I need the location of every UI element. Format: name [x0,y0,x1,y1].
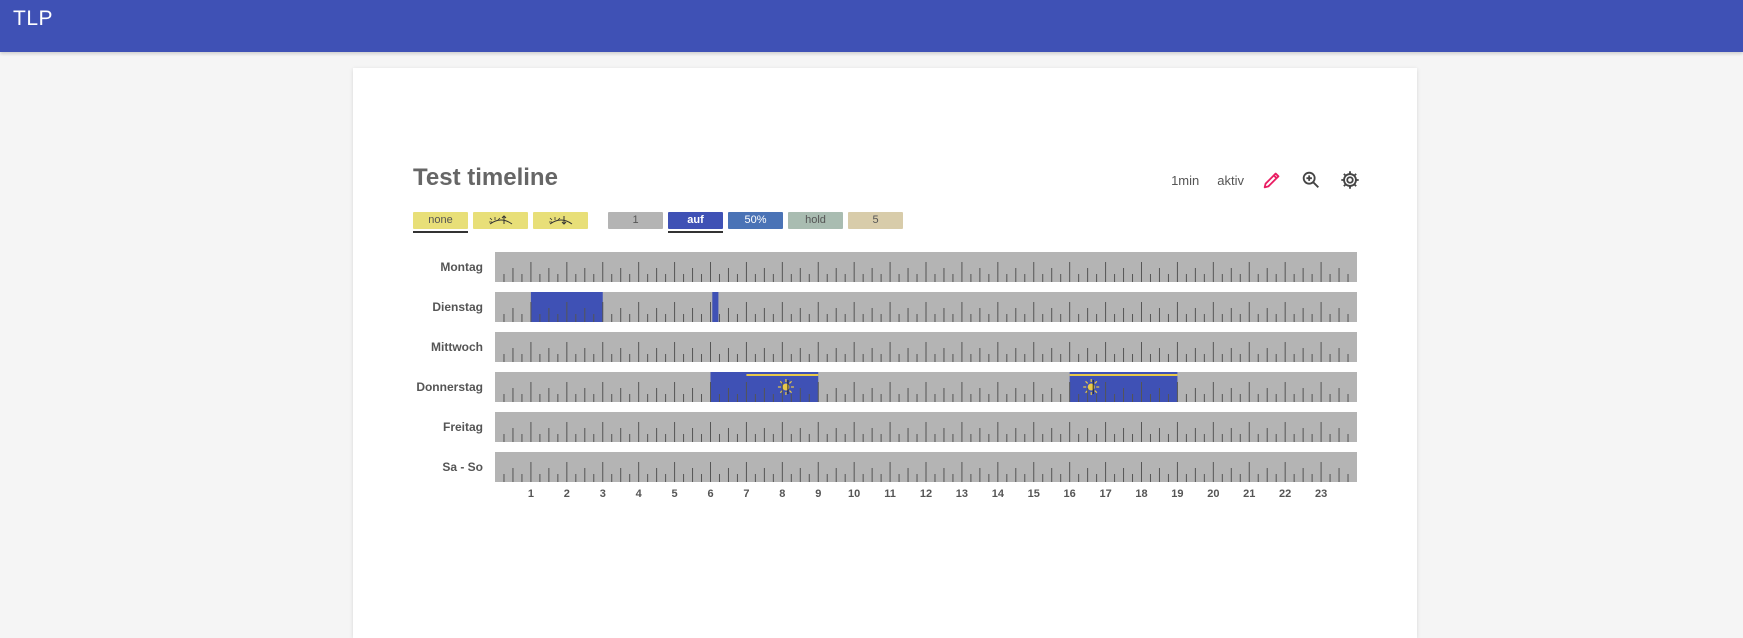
track-canvas [503,262,1349,282]
hour-label: 12 [919,488,933,500]
day-track[interactable] [495,252,1357,282]
chip-auf[interactable]: auf [668,212,723,233]
value-palette: none 1 auf 50% hold 5 [413,212,908,240]
hour-label: 15 [1027,488,1040,500]
hour-label: 1 [527,488,534,500]
day-label: Dienstag [432,300,483,314]
hour-label: 10 [848,488,861,500]
timeline-title: Test timeline [413,164,558,191]
hour-label: 19 [1171,488,1184,500]
hour-label: 20 [1207,488,1220,500]
chip-none[interactable]: none [413,212,468,233]
hour-label: 7 [743,488,750,500]
hour-label: 9 [815,488,822,500]
hour-label: 17 [1099,488,1112,500]
zoom-in-icon[interactable] [1300,169,1322,191]
hour-label: 2 [563,488,570,500]
day-track[interactable] [495,332,1357,362]
day-track[interactable] [495,412,1357,442]
hour-label: 22 [1279,488,1292,500]
resolution-button[interactable]: 1min [1171,172,1200,188]
day-label: Montag [440,260,483,274]
chip-1[interactable]: 1 [608,212,663,229]
hour-label: 13 [955,488,969,500]
pencil-icon[interactable] [1261,169,1283,191]
hour-axis: 1 2 3 4 5 6 7 8 9 10 11 12 13 14 15 16 17 18 19 20 21 22 23 [495,488,1357,504]
app-bar: TLP [0,0,1743,52]
hour-label: 18 [1135,488,1148,500]
hour-label: 3 [599,488,606,500]
day-label: Donnerstag [416,380,483,394]
day-track[interactable] [495,452,1357,482]
app-title: TLP [13,7,54,30]
track-canvas [503,462,1349,482]
chip-hold[interactable]: hold [788,212,843,229]
hour-label: 16 [1063,488,1076,500]
day-label: Sa - So [442,460,483,474]
hour-label: 11 [884,488,896,500]
hour-label: 5 [671,488,678,500]
gear-icon[interactable] [1339,169,1361,191]
hour-label: 23 [1314,488,1328,500]
chip-5[interactable]: 5 [848,212,903,229]
hour-label: 14 [991,488,1004,500]
day-label: Freitag [442,420,483,434]
hour-label: 8 [779,488,786,500]
segment-auf[interactable] [712,292,719,322]
timeline-card: Test timeline 1min aktiv none 1 auf 50% hold… [353,68,1417,638]
hour-label: 6 [707,488,714,500]
status-toggle[interactable]: aktiv [1217,172,1244,188]
sunrise-icon[interactable] [473,212,528,229]
chip-50pct[interactable]: 50% [728,212,783,229]
day-label: Mittwoch [431,340,483,354]
track-canvas [503,342,1349,362]
track-canvas [503,372,1349,402]
timeline-toolbar: 1min aktiv [1153,168,1361,192]
sun-range-bar [1069,374,1178,376]
track-canvas [503,292,1349,322]
day-track[interactable] [495,372,1357,402]
sun-range-bar [746,374,819,376]
hour-label: 21 [1243,488,1256,500]
sun-icon [777,379,794,395]
day-track[interactable] [495,292,1357,322]
sunset-icon[interactable] [533,212,588,229]
hour-label: 4 [635,488,642,500]
track-canvas [503,422,1349,442]
sun-icon [1083,379,1100,395]
